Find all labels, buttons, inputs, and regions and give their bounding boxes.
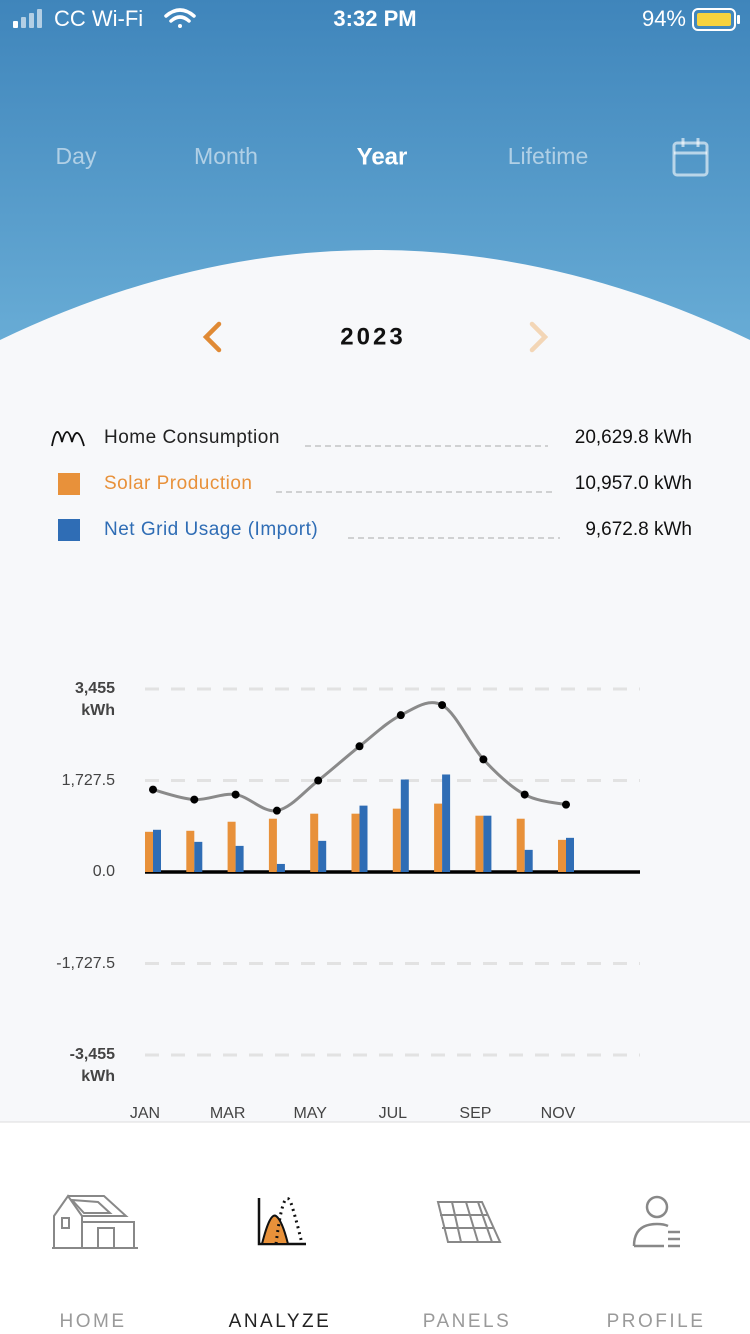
nav-panels[interactable]: PANELS: [423, 1311, 512, 1332]
tab-year[interactable]: Year: [357, 143, 408, 170]
bar: [194, 841, 203, 872]
x-tick-label: SEP: [459, 1105, 491, 1122]
tab-month[interactable]: Month: [194, 143, 258, 169]
analyze-icon[interactable]: [257, 1197, 306, 1246]
y-tick-label: 3,455 kWh: [74, 680, 115, 719]
consumption-point: [149, 785, 157, 794]
prev-year[interactable]: [202, 321, 222, 353]
legend-icon: [51, 431, 85, 447]
bar: [276, 863, 285, 872]
consumption-point: [438, 701, 447, 710]
battery-percent: 94%: [642, 6, 686, 31]
x-tick-label: NOV: [541, 1105, 576, 1122]
x-tick-label: JAN: [130, 1105, 160, 1122]
bar: [235, 845, 244, 872]
x-tick-label: JUL: [379, 1105, 408, 1122]
bar: [268, 818, 277, 872]
nav-analyze[interactable]: ANALYZE: [229, 1311, 332, 1332]
y-tick-label: -3,455 kWh: [69, 1046, 115, 1085]
next-year[interactable]: [529, 321, 549, 353]
carrier: CC Wi-Fi: [54, 6, 143, 31]
nav-home[interactable]: HOME: [60, 1311, 127, 1332]
bar: [145, 831, 153, 872]
y-tick-label: -1,727.5: [56, 954, 115, 972]
battery-icon: [692, 8, 740, 31]
bar: [310, 813, 319, 872]
bar: [227, 821, 236, 872]
consumption-point: [190, 795, 199, 804]
x-tick-label: MAR: [210, 1105, 246, 1122]
bar: [516, 818, 525, 872]
bar: [558, 839, 566, 872]
legend-total: 9,672.8 kWh: [585, 519, 692, 540]
consumption-point: [396, 711, 405, 720]
bar: [400, 779, 409, 872]
bar: [392, 808, 401, 872]
consumption-point: [314, 776, 323, 785]
bar: [318, 840, 327, 872]
nav-profile[interactable]: PROFILE: [607, 1311, 706, 1332]
legend-label: Home Consumption: [104, 427, 280, 448]
wifi-icon: [164, 8, 196, 28]
consumption-line: [152, 701, 567, 813]
legend-icon: [58, 473, 80, 495]
year-label: 2023: [340, 323, 405, 350]
bar: [186, 830, 195, 872]
bar: [351, 813, 360, 872]
consumption-point: [479, 755, 488, 764]
legend-label: Solar Production: [104, 473, 252, 494]
signal-icon: [13, 9, 42, 28]
legend-icon: [58, 519, 80, 541]
legend-label: Net Grid Usage (Import): [104, 519, 318, 540]
bar: [524, 849, 533, 872]
home-icon[interactable]: [52, 1194, 138, 1249]
legend-total: 10,957.0 kWh: [575, 473, 692, 494]
y-tick-label: 0.0: [92, 863, 115, 880]
bar: [434, 803, 443, 872]
panels-icon[interactable]: [436, 1201, 502, 1243]
tab-day[interactable]: Day: [56, 143, 97, 169]
bar: [153, 829, 161, 872]
bar: [566, 837, 574, 872]
bar: [442, 774, 451, 872]
clock: 3:32 PM: [333, 6, 416, 31]
legend-total: 20,629.8 kWh: [575, 427, 692, 448]
consumption-point: [355, 742, 364, 751]
bar: [483, 815, 492, 872]
profile-icon[interactable]: [632, 1195, 680, 1248]
consumption-point: [562, 800, 570, 809]
y-tick-label: 1,727.5: [61, 771, 115, 789]
consumption-point: [231, 790, 240, 799]
tab-lifetime[interactable]: Lifetime: [508, 143, 589, 169]
consumption-point: [272, 806, 281, 815]
consumption-point: [520, 790, 529, 799]
calendar-button[interactable]: [672, 138, 709, 177]
bar: [359, 805, 368, 872]
x-tick-label: MAY: [293, 1105, 327, 1122]
bar: [475, 815, 484, 872]
